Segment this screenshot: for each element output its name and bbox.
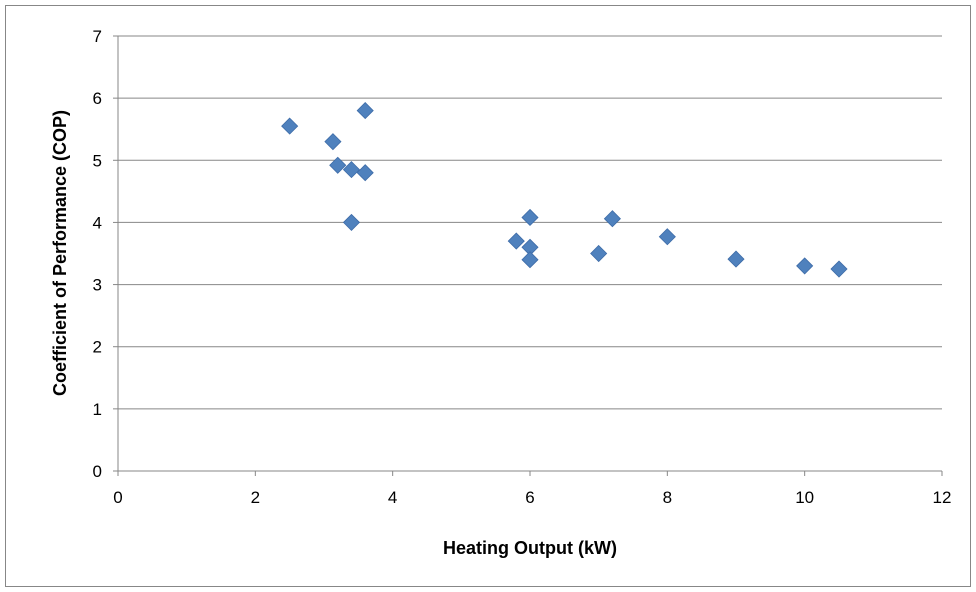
x-tick-label: 6 xyxy=(525,488,534,507)
data-point xyxy=(796,257,814,275)
data-point xyxy=(281,117,299,135)
data-point xyxy=(329,156,347,174)
y-tick-label: 2 xyxy=(93,338,102,357)
x-tick-label: 0 xyxy=(113,488,122,507)
data-point xyxy=(521,251,539,269)
data-point xyxy=(658,228,676,246)
data-points xyxy=(281,102,848,278)
y-tick-label: 7 xyxy=(93,27,102,46)
axes xyxy=(113,35,943,476)
y-tick-label: 3 xyxy=(93,276,102,295)
y-tick-label: 0 xyxy=(93,462,102,481)
x-tick-label: 2 xyxy=(251,488,260,507)
x-axis-title: Heating Output (kW) xyxy=(443,538,617,558)
data-point xyxy=(603,210,621,228)
y-tick-label: 4 xyxy=(93,213,102,232)
y-tick-label: 5 xyxy=(93,151,102,170)
x-tick-label: 4 xyxy=(388,488,397,507)
data-point xyxy=(356,102,374,120)
chart-frame xyxy=(5,5,971,587)
x-tick-label: 10 xyxy=(795,488,814,507)
y-tick-label: 1 xyxy=(93,400,102,419)
data-point xyxy=(830,260,848,278)
data-point xyxy=(727,250,745,268)
gridlines xyxy=(118,35,942,410)
data-point xyxy=(590,244,608,263)
y-axis-title: Coefficient of Performance (COP) xyxy=(50,110,70,396)
data-point xyxy=(521,208,539,227)
data-point xyxy=(507,232,525,250)
x-tick-label: 12 xyxy=(933,488,952,507)
y-tick-label: 6 xyxy=(93,89,102,108)
data-point xyxy=(324,133,342,151)
data-point xyxy=(342,161,361,179)
data-point xyxy=(356,164,374,182)
data-point xyxy=(342,213,361,231)
x-tick-label: 8 xyxy=(663,488,672,507)
